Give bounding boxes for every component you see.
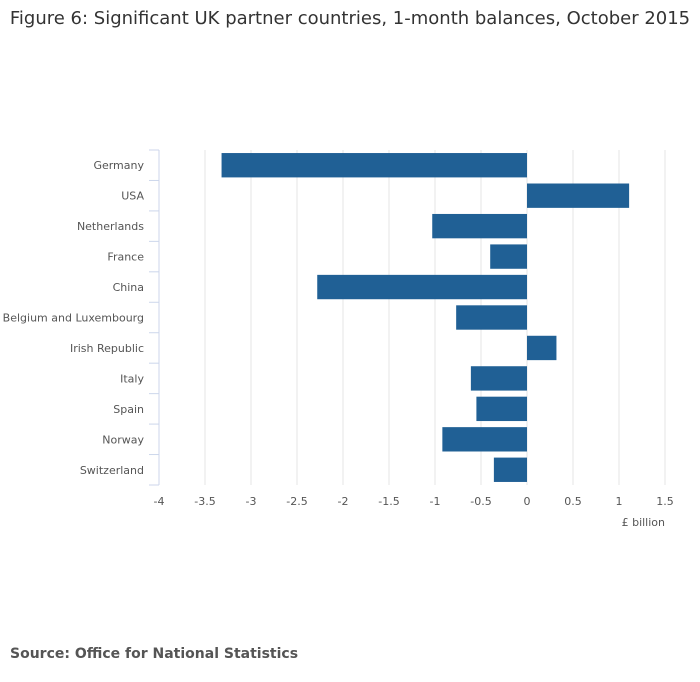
bar-belgium-and-luxembourg	[456, 305, 527, 330]
bar-germany	[221, 153, 527, 178]
source-note: Source: Office for National Statistics	[10, 646, 299, 662]
x-tick-label: 0.5	[564, 495, 582, 508]
category-label: Netherlands	[77, 220, 144, 233]
x-tick-label: -3	[246, 495, 257, 508]
x-tick-label: -1	[430, 495, 441, 508]
bar-italy	[470, 366, 527, 391]
bar-irish-republic	[527, 335, 557, 361]
category-label: Spain	[113, 403, 144, 416]
category-label: Irish Republic	[70, 342, 144, 355]
category-axis	[149, 149, 160, 486]
category-label: France	[107, 251, 144, 264]
chart-title: Figure 6: Significant UK partner countri…	[9, 8, 691, 29]
x-tick-label: -2	[338, 495, 349, 508]
category-label: Italy	[120, 372, 144, 385]
x-tick-label: -1.5	[378, 495, 399, 508]
x-tick-label: -4	[154, 495, 165, 508]
x-tick-label: 1	[616, 495, 623, 508]
bar-norway	[442, 427, 527, 452]
bar-netherlands	[432, 213, 527, 239]
x-tick-labels: -4 -3.5 -3 -2.5 -2 -1.5 -1 -0.5 0 0.5 1 1.5	[154, 495, 674, 508]
category-labels: Germany USA Netherlands France China Belgium …	[3, 159, 145, 477]
category-label: Switzerland	[80, 464, 144, 477]
bar-usa	[527, 183, 630, 208]
x-tick-label: -3.5	[194, 495, 215, 508]
category-label: Germany	[93, 159, 144, 172]
bar-switzerland	[493, 457, 527, 482]
bar-spain	[476, 396, 527, 422]
x-axis-title: £ billion	[622, 516, 665, 529]
bars	[221, 153, 630, 482]
category-label: China	[113, 281, 144, 294]
bar-france	[490, 244, 527, 269]
x-tick-label: 0	[524, 495, 531, 508]
category-label: USA	[121, 190, 144, 203]
bar-china	[317, 274, 527, 300]
x-tick-label: 1.5	[656, 495, 674, 508]
category-label: Norway	[102, 433, 144, 446]
x-tick-label: -0.5	[470, 495, 491, 508]
x-tick-label: -2.5	[286, 495, 307, 508]
category-label: Belgium and Luxembourg	[3, 312, 144, 325]
